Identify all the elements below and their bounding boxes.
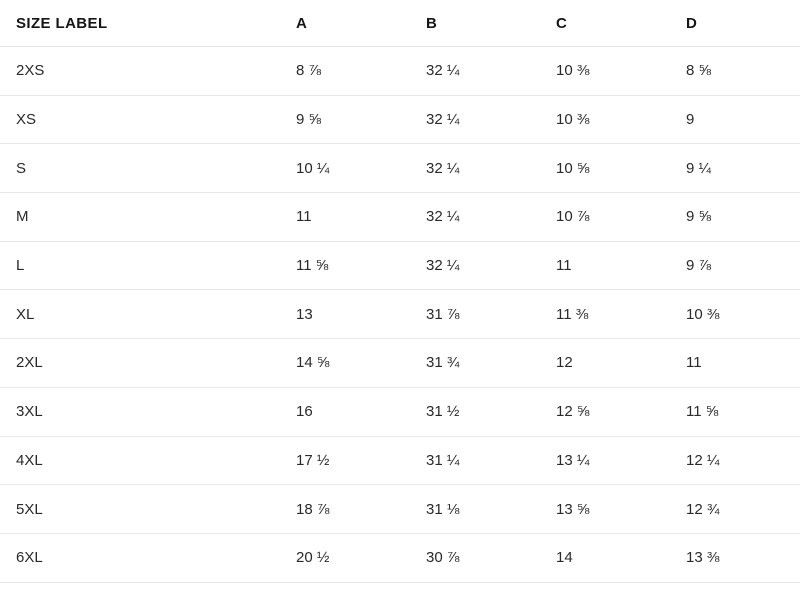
measurement-cell-c: 11 [540,241,670,291]
measurement-cell-b: 32 ¼ [410,192,540,242]
measurement-cell-b: 32 ¼ [410,241,540,291]
measurement-cell-b: 31 ½ [410,387,540,437]
size-label-cell: 6XL [0,533,280,583]
measurement-cell-c: 10 ⅞ [540,192,670,242]
measurement-cell-a: 11 ⅝ [280,241,410,291]
measurement-cell-c: 12 ⅝ [540,387,670,437]
column-header-size-label: SIZE LABEL [0,0,280,47]
size-chart-table: SIZE LABEL A B C D 2XS 8 ⅞ 32 ¼ 10 ⅜ 8 ⅝… [0,0,800,583]
size-label-cell: 2XS [0,46,280,96]
measurement-cell-d: 9 ⅞ [670,241,800,291]
measurement-cell-a: 8 ⅞ [280,46,410,96]
measurement-cell-c: 13 ⅝ [540,484,670,534]
column-header-d: D [670,0,800,47]
measurement-cell-d: 10 ⅜ [670,289,800,340]
measurement-cell-b: 31 ¼ [410,436,540,486]
measurement-cell-d: 9 ¼ [670,143,800,194]
measurement-cell-b: 31 ¾ [410,338,540,388]
measurement-cell-b: 31 ⅛ [410,484,540,534]
column-header-b: B [410,0,540,47]
measurement-cell-c: 10 ⅝ [540,143,670,194]
size-label-cell: 4XL [0,436,280,486]
measurement-cell-a: 18 ⅞ [280,484,410,534]
table-row-3xl: 3XL 16 31 ½ 12 ⅝ 11 ⅝ [0,387,800,437]
measurement-cell-a: 14 ⅝ [280,338,410,388]
header-row: SIZE LABEL A B C D [0,0,800,47]
measurement-cell-a: 17 ½ [280,436,410,486]
measurement-cell-d: 9 [670,95,800,145]
measurement-cell-d: 11 [670,338,800,388]
measurement-cell-d: 12 ¾ [670,484,800,534]
measurement-cell-a: 10 ¼ [280,143,410,194]
measurement-cell-a: 11 [280,192,410,242]
measurement-cell-d: 11 ⅝ [670,387,800,437]
table-row-5xl: 5XL 18 ⅞ 31 ⅛ 13 ⅝ 12 ¾ [0,484,800,534]
measurement-cell-c: 11 ⅜ [540,289,670,340]
measurement-cell-c: 10 ⅜ [540,46,670,96]
table-row-s: S 10 ¼ 32 ¼ 10 ⅝ 9 ¼ [0,143,800,194]
column-header-c: C [540,0,670,47]
table-row-xs: XS 9 ⅝ 32 ¼ 10 ⅜ 9 [0,95,800,145]
size-label-cell: M [0,192,280,242]
measurement-cell-b: 30 ⅞ [410,533,540,583]
measurement-cell-a: 9 ⅝ [280,95,410,145]
size-label-cell: S [0,143,280,194]
size-label-cell: L [0,241,280,291]
size-label-cell: XS [0,95,280,145]
table-row-l: L 11 ⅝ 32 ¼ 11 9 ⅞ [0,241,800,291]
measurement-cell-b: 32 ¼ [410,143,540,194]
measurement-cell-a: 13 [280,289,410,340]
measurement-cell-a: 20 ½ [280,533,410,583]
measurement-cell-b: 31 ⅞ [410,289,540,340]
measurement-cell-d: 9 ⅝ [670,192,800,242]
table-row-2xs: 2XS 8 ⅞ 32 ¼ 10 ⅜ 8 ⅝ [0,46,800,96]
measurement-cell-c: 14 [540,533,670,583]
size-label-cell: 3XL [0,387,280,437]
table-row-2xl: 2XL 14 ⅝ 31 ¾ 12 11 [0,338,800,388]
measurement-cell-b: 32 ¼ [410,46,540,96]
column-header-a: A [280,0,410,47]
measurement-cell-d: 12 ¼ [670,436,800,486]
measurement-cell-c: 10 ⅜ [540,95,670,145]
measurement-cell-c: 13 ¼ [540,436,670,486]
table-row-m: M 11 32 ¼ 10 ⅞ 9 ⅝ [0,192,800,242]
measurement-cell-d: 13 ⅜ [670,533,800,583]
measurement-cell-b: 32 ¼ [410,95,540,145]
size-label-cell: 2XL [0,338,280,388]
size-label-cell: XL [0,289,280,340]
measurement-cell-a: 16 [280,387,410,437]
table-row-xl: XL 13 31 ⅞ 11 ⅜ 10 ⅜ [0,289,800,340]
table-row-4xl: 4XL 17 ½ 31 ¼ 13 ¼ 12 ¼ [0,436,800,486]
measurement-cell-d: 8 ⅝ [670,46,800,96]
table-row-6xl: 6XL 20 ½ 30 ⅞ 14 13 ⅜ [0,533,800,583]
size-label-cell: 5XL [0,484,280,534]
measurement-cell-c: 12 [540,338,670,388]
